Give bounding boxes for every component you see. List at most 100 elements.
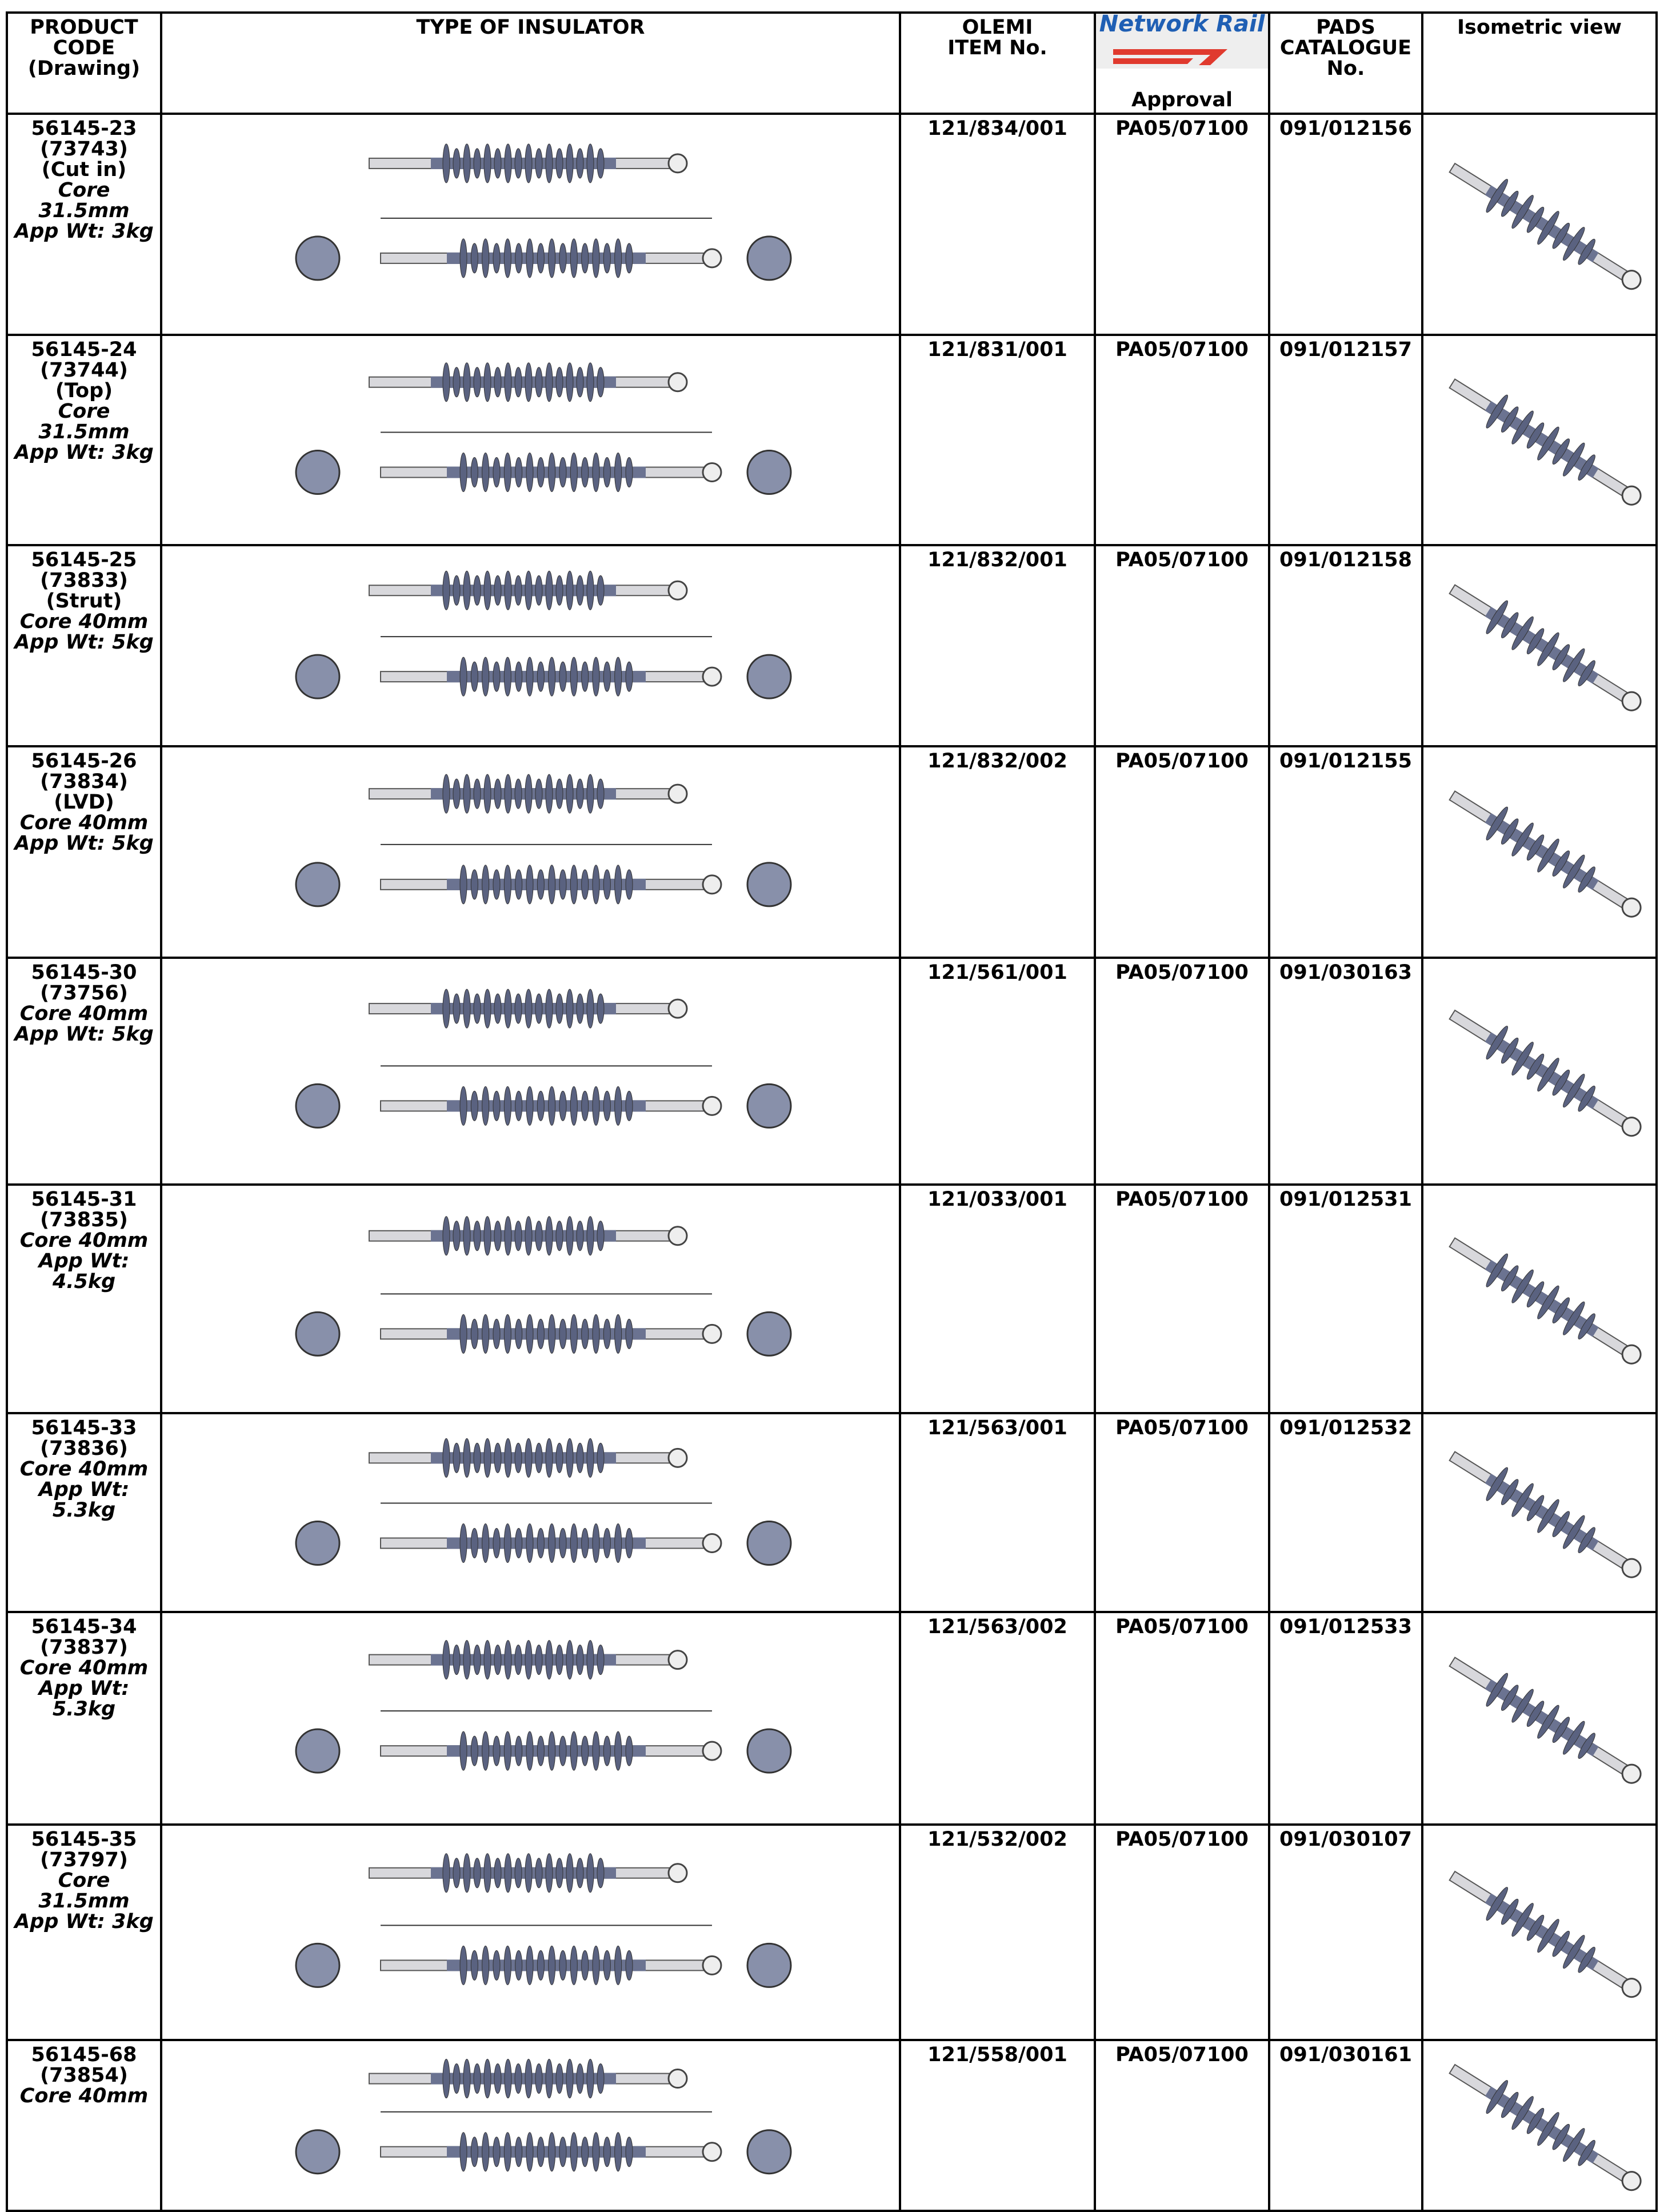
shed <box>483 570 491 610</box>
shed <box>570 2132 578 2172</box>
shed <box>614 657 622 697</box>
isometric-view <box>1449 1657 1642 1784</box>
shed <box>459 1086 467 1126</box>
isometric-cell <box>1421 113 1658 336</box>
insulator-drawing <box>295 989 792 1129</box>
shed <box>581 1090 589 1121</box>
end-fitting <box>702 248 722 269</box>
shed <box>1578 1527 1595 1553</box>
shed <box>494 1645 502 1675</box>
shed <box>503 1945 511 1985</box>
shed <box>1501 1479 1519 1505</box>
shed <box>1501 1898 1519 1925</box>
end-view <box>746 235 792 281</box>
shed <box>537 1090 545 1121</box>
insulator-drawing <box>295 1438 792 1566</box>
shed <box>614 865 622 905</box>
shed <box>514 778 522 809</box>
shed <box>459 865 467 905</box>
isometric-view <box>1449 1009 1642 1137</box>
shed <box>494 1858 502 1889</box>
shed <box>570 657 578 697</box>
end-view <box>295 1942 341 1988</box>
shed <box>586 1438 594 1478</box>
shed <box>548 238 556 278</box>
pads-cell: 091/012155 <box>1268 745 1423 959</box>
shed <box>453 148 461 179</box>
shed <box>526 1086 534 1126</box>
shed <box>442 989 450 1029</box>
code-line: (Top) <box>55 379 113 402</box>
iso-group <box>1449 1237 1642 1365</box>
shed <box>482 865 490 905</box>
iso-group <box>1449 378 1642 506</box>
shed <box>482 1314 490 1354</box>
isometric-cell <box>1421 957 1658 1186</box>
olemi-cell: 121/832/001 <box>899 544 1096 747</box>
shed <box>1511 1483 1534 1517</box>
shed <box>545 1853 553 1893</box>
shed <box>504 2059 512 2099</box>
code-line: (Cut in) <box>41 158 127 181</box>
shed <box>463 2059 471 2099</box>
spec-line: App Wt: 3kg <box>14 1910 154 1933</box>
shed <box>1552 850 1570 877</box>
shed <box>1552 644 1570 670</box>
shed <box>625 2137 633 2167</box>
end-fitting <box>667 998 688 1019</box>
shed <box>535 993 543 1024</box>
shed <box>548 1731 556 1771</box>
shed <box>586 989 594 1029</box>
shed <box>570 865 578 905</box>
shed <box>1486 2080 1509 2114</box>
shed <box>548 2132 556 2172</box>
code-line: (73837) <box>40 1636 128 1659</box>
shed <box>581 1950 589 1981</box>
shed <box>494 1221 502 1251</box>
shed <box>548 657 556 697</box>
table-row: 56145-24 (73744) (Top) Core 31.5mm App Wt: 3… <box>6 334 1658 546</box>
end-view <box>746 1728 792 1774</box>
shed <box>514 1442 522 1473</box>
shed <box>586 2059 594 2099</box>
shed <box>614 2132 622 2172</box>
shed <box>483 1438 491 1478</box>
shed <box>525 2059 533 2099</box>
shed <box>473 1442 481 1473</box>
shed <box>559 869 567 900</box>
end-fitting <box>667 1447 688 1468</box>
shed <box>503 1086 511 1126</box>
shed <box>581 661 589 692</box>
insulator-drawing <box>295 774 792 907</box>
product-code-cell: 56145-33 (73836) Core 40mm App Wt: 5.3kg <box>6 1412 162 1613</box>
shed <box>1552 2123 1570 2150</box>
header-row: PRODUCT CODE (Drawing) TYPE OF INSULATOR O… <box>6 11 1658 115</box>
olemi-cell: 121/561/001 <box>899 957 1096 1186</box>
shed <box>1511 1042 1534 1076</box>
shed <box>597 1442 605 1473</box>
pads-cell: 091/030163 <box>1268 957 1423 1186</box>
shed <box>482 1731 490 1771</box>
pads-cell: 091/012531 <box>1268 1183 1423 1414</box>
shed <box>1578 1085 1595 1112</box>
spec-line: App Wt: 3kg <box>14 220 154 243</box>
shed <box>1578 1733 1595 1759</box>
shed <box>625 869 633 900</box>
shed <box>470 661 478 692</box>
shed <box>586 1216 594 1256</box>
shed <box>442 774 450 814</box>
drawing-cell <box>160 1183 901 1414</box>
shed <box>1578 660 1595 686</box>
approval-cell: PA05/07100 <box>1094 1183 1270 1414</box>
shed <box>1526 206 1545 233</box>
shed <box>581 1735 589 1766</box>
shed <box>470 1950 478 1981</box>
end-fitting <box>1621 1978 1642 1998</box>
shed <box>555 367 563 398</box>
core <box>1485 1473 1599 1551</box>
shed <box>1578 1946 1595 1973</box>
shed <box>1526 834 1545 861</box>
shed <box>483 1640 491 1680</box>
shed <box>1537 2112 1559 2146</box>
shed <box>1563 227 1585 261</box>
